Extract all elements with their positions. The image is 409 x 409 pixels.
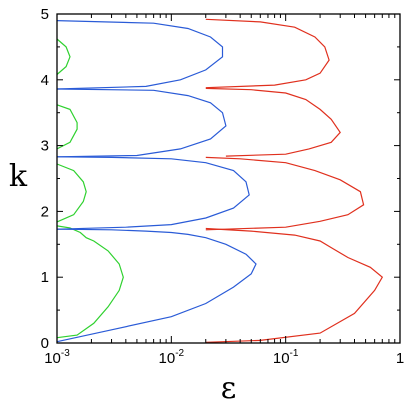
y-tick-label-5: 5 <box>41 6 49 23</box>
x-tick-exponent: -2 <box>175 348 184 359</box>
x-tick-base: 1 <box>396 350 404 367</box>
x-tick-label-2: 10-1 <box>273 348 299 367</box>
x-tick-label-3: 1 <box>396 350 404 367</box>
curve-red-8 <box>205 227 384 343</box>
x-axis-label: ε <box>221 371 237 406</box>
y-tick-label-3: 3 <box>41 138 49 155</box>
curve-red-11 <box>205 18 330 89</box>
x-tick-base: 10 <box>273 350 290 367</box>
y-tick-label-2: 2 <box>41 203 49 220</box>
curve-blue-4 <box>56 228 257 343</box>
y-tick-label-0: 0 <box>41 335 49 352</box>
y-axis-label: k <box>9 159 28 194</box>
curve-blue-6 <box>56 88 227 158</box>
curve-green-0 <box>56 225 124 339</box>
x-tick-label-1: 10-2 <box>159 348 185 367</box>
y-tick-label-4: 4 <box>41 72 49 89</box>
curve-red-10 <box>205 87 341 157</box>
curve-green-1 <box>56 163 87 223</box>
y-tick-label-1: 1 <box>41 269 49 286</box>
x-tick-base: 10 <box>159 350 176 367</box>
curve-green-3 <box>56 38 71 75</box>
x-tick-exponent: -3 <box>61 348 70 359</box>
curve-blue-5 <box>56 156 250 230</box>
curve-red-9 <box>205 156 365 231</box>
x-tick-base: 10 <box>44 350 61 367</box>
curve-green-2 <box>56 104 78 150</box>
plot-frame <box>56 13 401 344</box>
x-tick-exponent: -1 <box>290 348 299 359</box>
x-tick-label-0: 10-3 <box>44 348 70 367</box>
curve-blue-7 <box>56 20 224 90</box>
